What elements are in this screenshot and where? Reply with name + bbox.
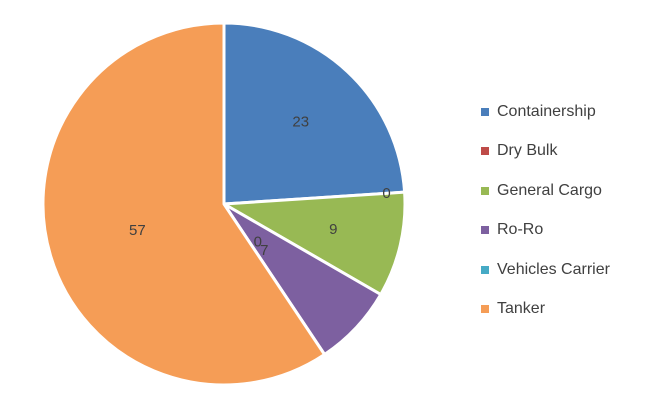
data-label-general-cargo: 9: [329, 221, 337, 238]
legend-item-general-cargo: General Cargo: [481, 171, 610, 211]
pie-slice-tanker: [41, 21, 327, 387]
legend: Containership Dry Bulk General Cargo Ro-Ro V…: [481, 92, 610, 329]
legend-swatch-general-cargo: [481, 186, 489, 195]
legend-item-dry-bulk: Dry Bulk: [481, 132, 610, 172]
legend-label-general-cargo: General Cargo: [497, 181, 602, 199]
legend-swatch-vehicles-carrier: [481, 265, 489, 274]
legend-swatch-tanker: [481, 305, 489, 314]
data-label-vehicles-carrier: 0: [254, 233, 262, 250]
legend-item-tanker: Tanker: [481, 290, 610, 330]
legend-label-dry-bulk: Dry Bulk: [497, 142, 558, 160]
legend-item-ro-ro: Ro-Ro: [481, 211, 610, 251]
legend-item-containership: Containership: [481, 92, 610, 132]
data-label-ro-ro: 7: [260, 242, 268, 259]
legend-item-vehicles-carrier: Vehicles Carrier: [481, 250, 610, 290]
legend-label-tanker: Tanker: [497, 300, 546, 318]
legend-swatch-containership: [481, 107, 489, 116]
pie-slice-general-cargo: [222, 190, 407, 296]
legend-label-containership: Containership: [497, 102, 596, 120]
legend-swatch-ro-ro: [481, 226, 489, 235]
legend-label-ro-ro: Ro-Ro: [497, 221, 544, 239]
legend-swatch-dry-bulk: [481, 147, 489, 156]
data-label-dry-bulk: 0: [382, 185, 390, 202]
pie-slice-containership: [222, 21, 407, 206]
legend-label-vehicles-carrier: Vehicles Carrier: [497, 260, 610, 278]
data-label-tanker: 57: [129, 222, 146, 239]
data-label-containership: 23: [292, 114, 309, 131]
